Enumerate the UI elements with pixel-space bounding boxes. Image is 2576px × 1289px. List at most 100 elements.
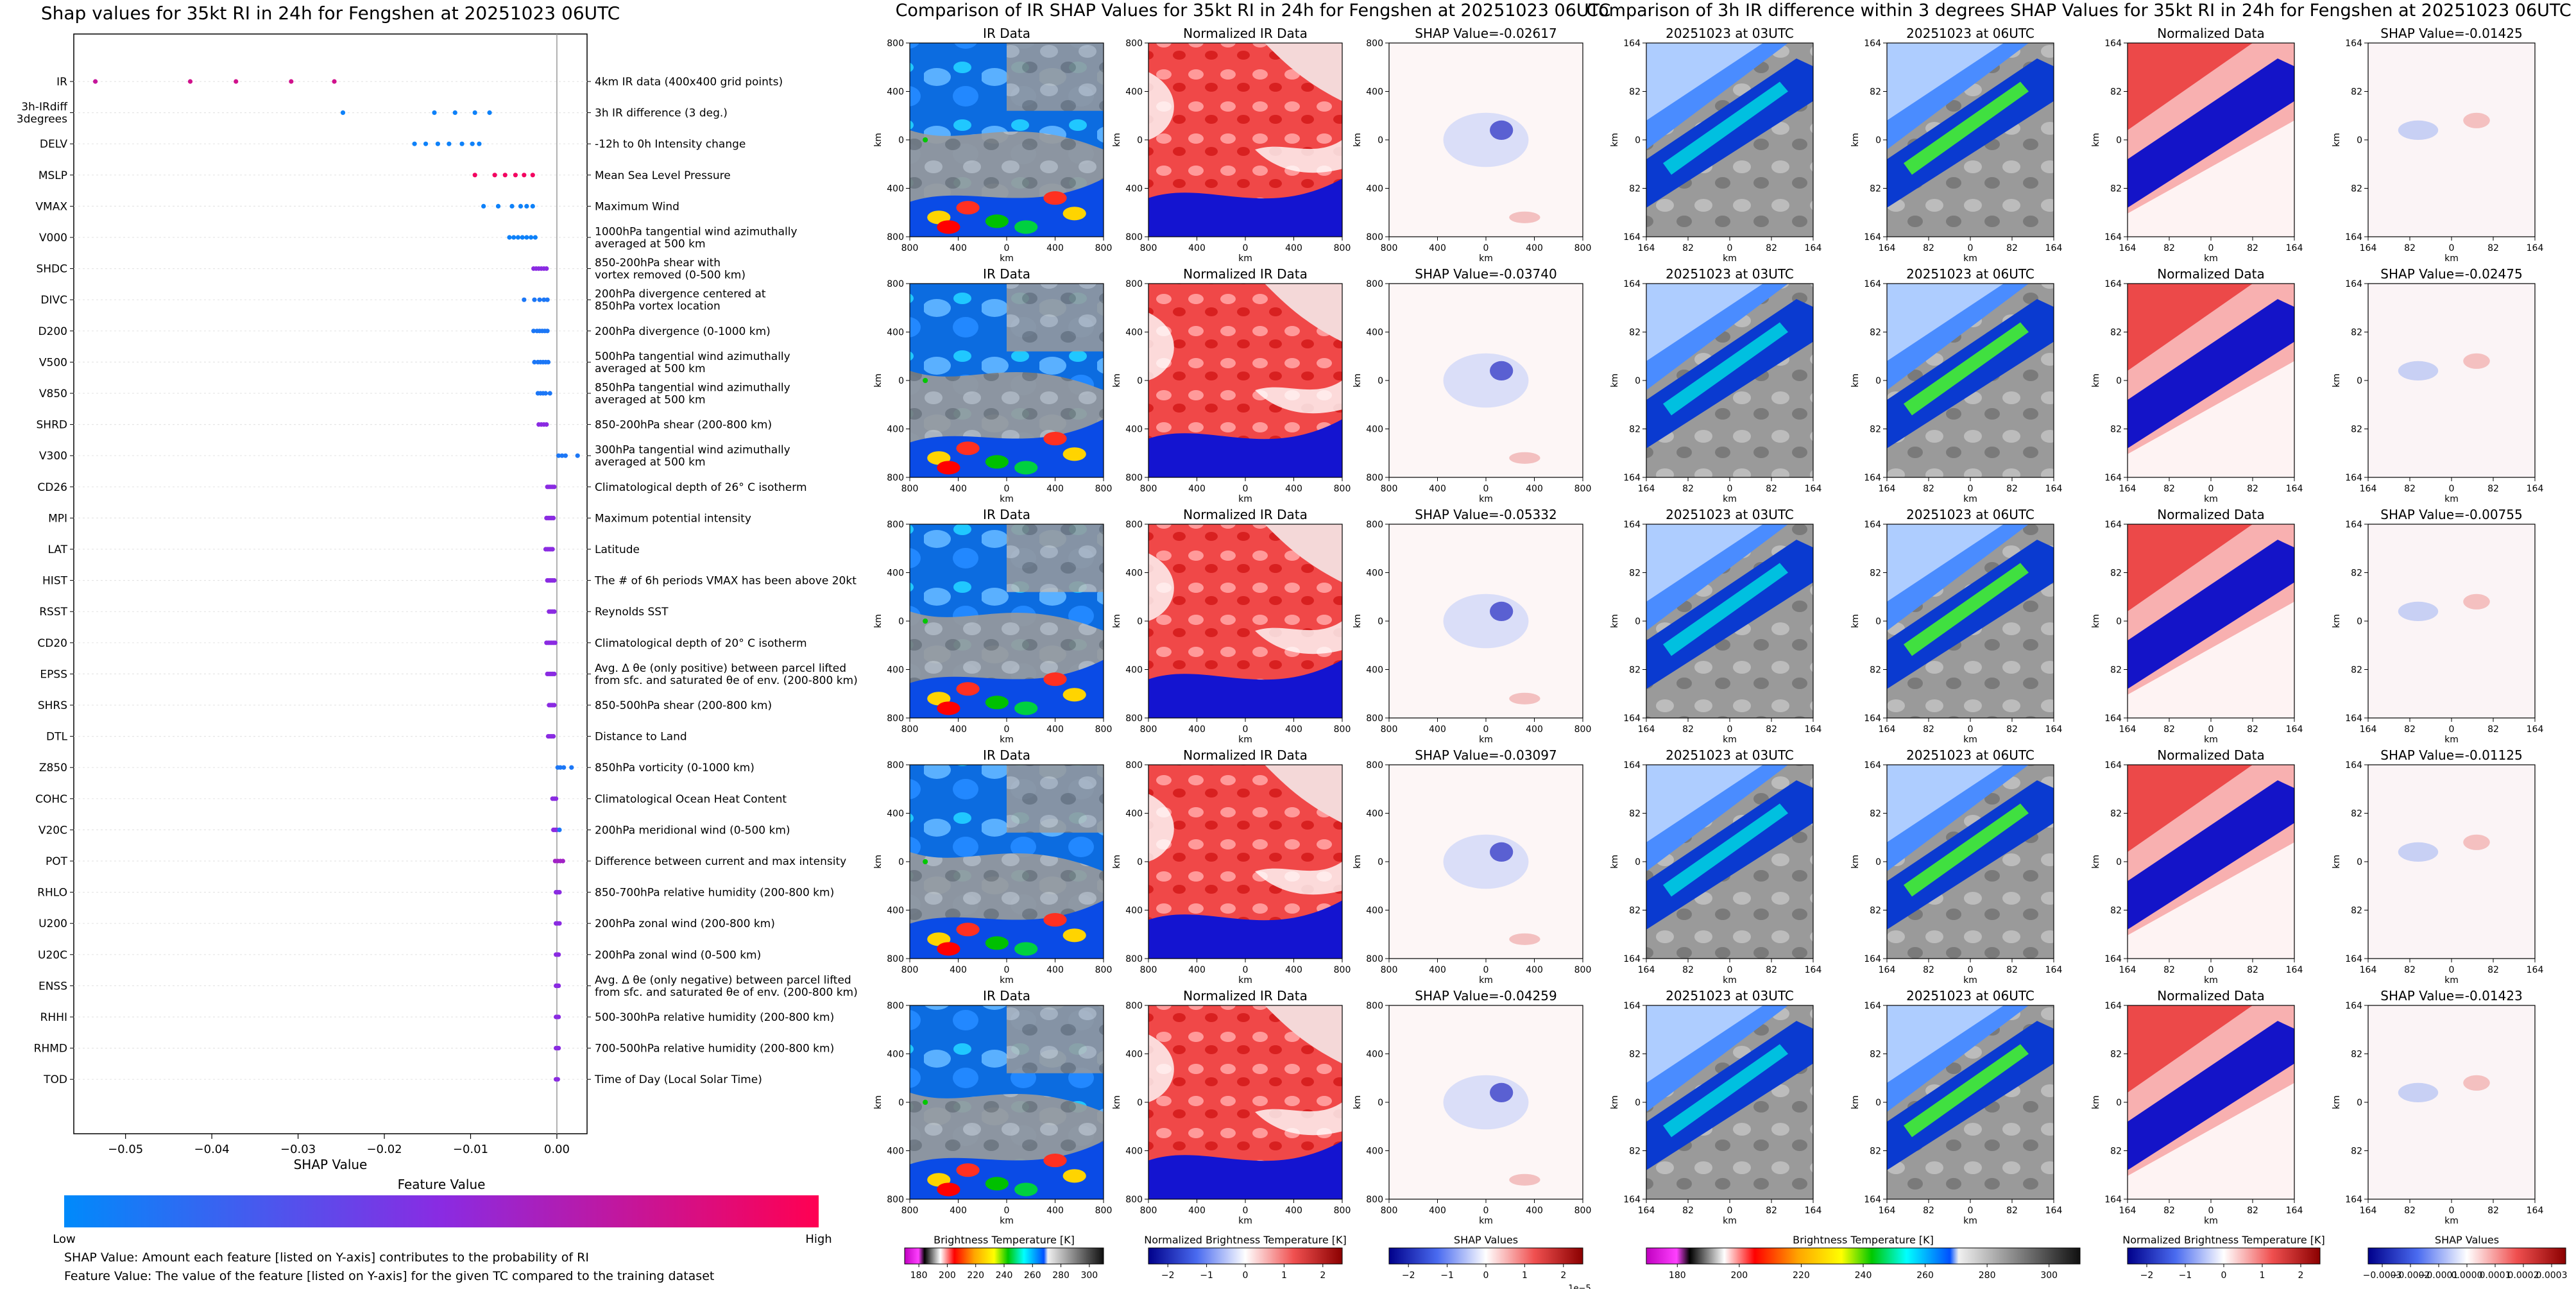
shap-point (472, 173, 477, 178)
y-tick-label: 400 (1366, 328, 1383, 338)
y-axis-label: km (873, 855, 883, 869)
shap-negative-region (1443, 1075, 1529, 1130)
x-tick-label: 0 (1243, 484, 1249, 494)
y-tick-label: 0 (2116, 135, 2122, 146)
shap-point (515, 235, 521, 240)
y-tick-label: 82 (1870, 568, 1881, 579)
y-tick-label: 82 (2110, 665, 2122, 676)
diff-upper-cloud (1646, 284, 1763, 361)
shap-point (532, 359, 537, 365)
x-tick-label: 164 (1805, 965, 1822, 975)
colorbar-tick-label: 1 (1522, 1270, 1528, 1281)
subplot-title: Normalized IR Data (1183, 507, 1308, 522)
y-axis-label: km (1112, 855, 1122, 869)
y-tick-label: 164 (1864, 713, 1881, 724)
y-tick-label: 0 (1875, 376, 1881, 386)
feature-label: CD26 (37, 481, 67, 494)
y-axis-label: km (1850, 614, 1861, 628)
x-axis-label: km (1479, 253, 1493, 264)
y-tick-label: 400 (1125, 1147, 1143, 1157)
shap-point (556, 1046, 561, 1051)
colorbar-tick-label: 200 (939, 1270, 956, 1281)
diff-normalized-white (2128, 120, 2294, 237)
shap-note: SHAP Value: Amount each feature [listed … (64, 1251, 589, 1265)
y-tick-label: 0 (1137, 135, 1143, 146)
x-tick-label: 82 (2247, 484, 2258, 494)
y-tick-label: 164 (1864, 279, 1881, 289)
diff-shap-image (2368, 43, 2535, 237)
normalized-white-region (1148, 312, 1174, 380)
x-tick-label: 82 (1682, 965, 1694, 975)
x-tick-label: 164 (2045, 965, 2063, 975)
x-tick-label: 82 (2163, 965, 2175, 975)
x-tick-label: 82 (1766, 724, 1777, 735)
y-tick-label: 0 (898, 617, 904, 627)
feature-description: 500hPa tangential wind azimuthally (595, 350, 790, 363)
ir-convective-cell (985, 1177, 1009, 1191)
shap-point (552, 578, 557, 583)
x-axis-label: km (1238, 494, 1252, 504)
feature-label: IR (56, 76, 67, 89)
x-tick-label: 82 (1682, 484, 1694, 494)
colorbar-tick-label: −2 (2140, 1270, 2154, 1281)
feature-label: LAT (47, 543, 67, 556)
x-tick-label: 0 (1004, 484, 1010, 494)
ir-convective-cell (985, 455, 1009, 469)
diff-normalized-red (2128, 284, 2253, 371)
subplot-title: SHAP Value=-0.02475 (2380, 266, 2522, 282)
x-tick-label: 400 (950, 1206, 967, 1216)
feature-label: POT (46, 855, 68, 868)
shap-negative-core (1490, 361, 1514, 381)
normalized-light-region (1265, 765, 1342, 823)
shap-point (447, 141, 452, 146)
shap-point (432, 110, 437, 115)
feature-description: 500-300hPa relative humidity (200-800 km… (595, 1011, 834, 1024)
shap-point (569, 765, 574, 770)
x-tick-label: 0 (2449, 243, 2455, 253)
y-tick-label: 82 (2351, 1050, 2362, 1060)
y-tick-label: 164 (1864, 232, 1881, 243)
x-tick-label: 164 (2045, 724, 2063, 735)
x-axis-label: km (1000, 494, 1014, 504)
diff-shap-positive (2463, 353, 2490, 369)
feature-label: 3degrees (17, 113, 67, 126)
shap-point (529, 235, 534, 240)
feature-label: RHHI (40, 1011, 67, 1024)
normalized-white-band (1255, 862, 1342, 895)
diff-upper-cloud (1646, 1005, 1763, 1083)
y-tick-label: 0 (1635, 857, 1641, 867)
ir-convective-cell (1014, 942, 1038, 956)
diff-normalized-white (2128, 1082, 2294, 1199)
y-tick-label: 164 (1864, 954, 1881, 964)
x-tick-label: 800 (901, 1206, 919, 1216)
shap-point (459, 141, 465, 146)
x-tick-label: 164 (1879, 1206, 1896, 1216)
colorbar-tick-label: 180 (1669, 1270, 1686, 1281)
feature-description: 700-500hPa relative humidity (200-800 km… (595, 1043, 834, 1055)
diff-core-band (1904, 81, 2029, 175)
shap-point (557, 921, 562, 926)
y-tick-label: 0 (2116, 376, 2122, 386)
x-axis-label: SHAP Value (294, 1157, 368, 1172)
shap-point (522, 297, 527, 302)
diff-normalized-white (2128, 842, 2294, 959)
shap-negative-core (1490, 842, 1514, 862)
y-tick-label: 164 (2104, 713, 2122, 724)
y-tick-label: 164 (2345, 38, 2362, 49)
x-tick-label: 82 (2487, 724, 2499, 735)
ir-convective-cell (1014, 1182, 1038, 1197)
y-tick-label: 82 (2110, 906, 2122, 916)
ir-convective-cell (956, 441, 980, 456)
x-tick-label: 82 (2006, 484, 2018, 494)
shap-point (557, 827, 562, 832)
y-axis-label: km (1610, 1095, 1620, 1109)
ir-grey-region (1007, 1005, 1104, 1073)
diff-shap-negative (2398, 842, 2439, 862)
shap-point (563, 453, 568, 458)
x-axis-label: km (1963, 1216, 1977, 1226)
y-tick-label: 800 (1366, 279, 1383, 289)
diff-shap-image (2368, 524, 2535, 718)
ir-center-marker (923, 137, 928, 142)
x-tick-label: 164 (1805, 484, 1822, 494)
colorbar-tick-label: 240 (1855, 1270, 1872, 1281)
